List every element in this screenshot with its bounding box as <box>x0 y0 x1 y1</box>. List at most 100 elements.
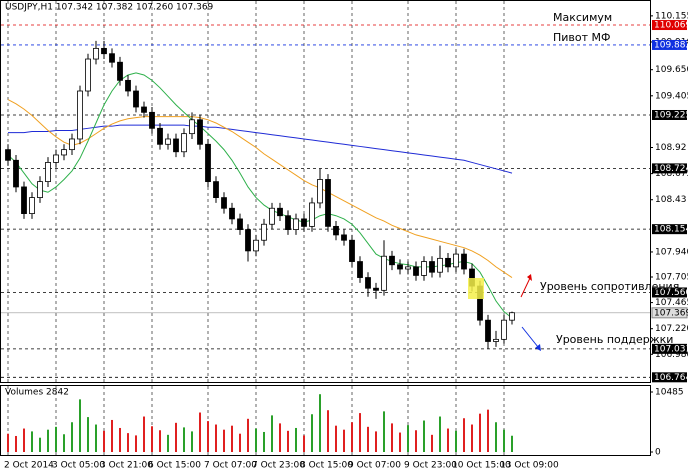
arrow <box>520 277 531 298</box>
candle-body <box>365 277 371 289</box>
candle-body <box>357 261 363 278</box>
level-label: 109.225 <box>654 110 688 120</box>
x-tick-label: 7 Oct 07:00 <box>204 461 257 471</box>
y-tick-label: 109.405 <box>655 91 688 101</box>
candle-body <box>277 207 283 217</box>
y-tick-label: 109.650 <box>655 65 688 75</box>
x-tick-label: 3 Oct 05:00 <box>52 461 105 471</box>
level-box <box>652 343 687 354</box>
candle-body <box>509 312 515 321</box>
candle-body <box>181 133 187 153</box>
level-box <box>652 287 687 298</box>
candle-body <box>301 218 307 227</box>
chart-title: USDJPY,H1 107.342 107.382 107.260 107.36… <box>5 3 214 13</box>
candle-body <box>21 186 27 214</box>
candle-body <box>405 266 411 270</box>
candle-body <box>85 58 91 92</box>
candle-body <box>269 207 275 225</box>
y-tick-label: 107.220 <box>655 324 688 334</box>
candle-body <box>261 223 267 241</box>
x-tick-label: 8 Oct 15:00 <box>300 461 353 471</box>
x-tick-label: 13 Oct 09:00 <box>500 461 559 471</box>
candle-body <box>197 119 203 145</box>
level-label: 108.724 <box>654 164 688 174</box>
x-tick-label: 3 Oct 21:00 <box>100 461 153 471</box>
volume-label: Volumes 2842 <box>5 388 69 398</box>
candle-body <box>237 218 243 230</box>
candle-body <box>429 261 435 273</box>
candle-body <box>445 257 451 268</box>
candle-body <box>157 127 163 145</box>
candle-body <box>37 181 43 198</box>
candle-body <box>165 138 171 145</box>
level-label: 108.154 <box>654 225 688 235</box>
candle-body <box>61 149 67 156</box>
level-label: 110.069 <box>654 21 688 31</box>
ma-line <box>7 72 513 319</box>
candle-body <box>205 143 211 183</box>
candle-body <box>333 225 339 236</box>
candle-body <box>93 47 99 60</box>
level-box <box>652 20 687 31</box>
candle-body <box>149 111 155 129</box>
level-box <box>652 109 687 120</box>
y-tick-label: 107.705 <box>655 273 688 283</box>
candle-body <box>381 255 387 291</box>
highlight <box>468 278 484 299</box>
candle-body <box>53 154 59 163</box>
candle-body <box>125 79 131 92</box>
candle-body <box>45 162 51 183</box>
volume-panel <box>0 385 651 456</box>
candle-body <box>77 90 83 140</box>
arrow-head <box>527 274 532 281</box>
v-tick-label: 0 <box>655 448 661 458</box>
annotation: Уровень сопротивления <box>540 280 679 293</box>
level-box <box>652 163 687 174</box>
candle-body <box>453 253 459 268</box>
candle-body <box>501 319 507 340</box>
candle-body <box>461 253 467 270</box>
candle-body <box>349 239 355 262</box>
candle-body <box>117 61 123 81</box>
candle-body <box>437 257 443 273</box>
level-label: 106.764 <box>654 373 688 383</box>
level-label: 107.560 <box>654 288 688 298</box>
candle-body <box>189 119 195 135</box>
candle-body <box>213 181 219 198</box>
candle-body <box>229 207 235 220</box>
arrow-head <box>535 344 541 351</box>
candle-body <box>285 215 291 230</box>
candle-body <box>293 218 299 230</box>
y-tick-label: 108.675 <box>655 169 688 179</box>
candle-body <box>253 239 259 252</box>
x-tick-label: 7 Oct 23:00 <box>252 461 305 471</box>
y-tick-label: 108.92 <box>655 143 687 153</box>
candle-body <box>5 149 11 161</box>
current-label: 107.369 <box>654 308 688 318</box>
candle-body <box>341 234 347 241</box>
candle-body <box>421 261 427 276</box>
x-tick-label: 2 Oct 2014 <box>4 461 54 471</box>
candle-body <box>317 179 323 204</box>
y-tick-label: 110.155 <box>655 11 688 21</box>
arrow <box>521 326 539 348</box>
x-tick-label: 9 Oct 23:00 <box>404 461 457 471</box>
candle-body <box>397 264 403 270</box>
candle-body <box>373 287 379 291</box>
candle-body <box>325 179 331 227</box>
candle-body <box>109 53 115 63</box>
y-tick-label: 106.980 <box>655 350 688 360</box>
candle-body <box>29 197 35 214</box>
candle-body <box>485 319 491 342</box>
candle-body <box>413 266 419 276</box>
candle-body <box>173 138 179 153</box>
v-tick-label: 10485 <box>655 388 684 398</box>
x-tick-label: 10 Oct 15:00 <box>452 461 511 471</box>
candle-body <box>69 138 75 151</box>
annotation: Пивот МФ <box>553 31 611 44</box>
ma-line <box>8 124 513 174</box>
candle-body <box>221 197 227 209</box>
level-box <box>652 372 687 383</box>
x-tick-label: 9 Oct 07:00 <box>348 461 401 471</box>
x-tick-label: 6 Oct 15:00 <box>148 461 201 471</box>
